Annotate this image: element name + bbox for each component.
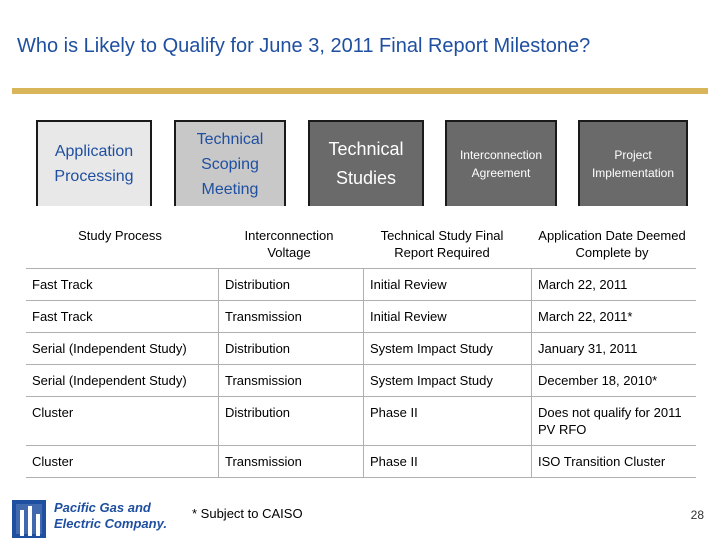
column-header-application-date: Application Date Deemed Complete by [538,228,686,260]
cell-report-required: Phase II [363,445,532,478]
step-label: Technical Studies [328,139,404,188]
table-row: Cluster Distribution Phase II Does not q… [26,396,696,446]
column-header-interconnection-voltage: Interconnection Voltage [244,228,334,260]
cell-report-required: Initial Review [363,268,532,301]
cell-report-required: Phase II [363,396,532,446]
company-name: Pacific Gas and Electric Company. [54,500,167,532]
cell-date: December 18, 2010* [531,364,696,397]
cell-study-process: Serial (Independent Study) [26,332,219,365]
cell-date: ISO Transition Cluster [531,445,696,478]
step-interconnection-agreement: Interconnection Agreement [447,122,555,206]
cell-study-process: Fast Track [26,268,219,301]
cell-voltage: Transmission [218,300,364,333]
company-name-line1: Pacific Gas and [54,500,151,515]
footnote: * Subject to CAISO [192,506,303,521]
step-label: Interconnection Agreement [459,148,543,180]
cell-study-process: Cluster [26,396,219,446]
cell-voltage: Transmission [218,445,364,478]
qualification-table: Fast Track Distribution Initial Review M… [26,268,696,478]
cell-voltage: Distribution [218,332,364,365]
column-header-study-process: Study Process [78,228,162,243]
column-header-final-report-required: Technical Study Final Report Required [380,228,504,260]
step-label: Project Implementation [591,148,675,180]
table-row: Fast Track Distribution Initial Review M… [26,268,696,301]
cell-date: March 22, 2011* [531,300,696,333]
table-row: Fast Track Transmission Initial Review M… [26,300,696,333]
step-application-processing: Application Processing [38,122,150,206]
cell-date: Does not qualify for 2011 PV RFO [531,396,696,446]
cell-study-process: Cluster [26,445,219,478]
cell-report-required: System Impact Study [363,332,532,365]
cell-study-process: Serial (Independent Study) [26,364,219,397]
cell-voltage: Distribution [218,268,364,301]
step-technical-studies: Technical Studies [310,122,422,206]
cell-date: March 22, 2011 [531,268,696,301]
page-number: 28 [690,508,704,522]
table-row: Serial (Independent Study) Transmission … [26,364,696,397]
cell-date: January 31, 2011 [531,332,696,365]
cell-voltage: Distribution [218,396,364,446]
step-label: Application Processing [54,143,134,185]
table-row: Cluster Transmission Phase II ISO Transi… [26,445,696,478]
title-divider [12,88,708,94]
cell-study-process: Fast Track [26,300,219,333]
page-title: Who is Likely to Qualify for June 3, 201… [17,35,591,57]
step-label: Technical Scoping Meeting [196,130,264,198]
cell-report-required: Initial Review [363,300,532,333]
step-project-implementation: Project Implementation [580,122,686,206]
cell-report-required: System Impact Study [363,364,532,397]
table-row: Serial (Independent Study) Distribution … [26,332,696,365]
cell-voltage: Transmission [218,364,364,397]
company-name-line2: Electric Company. [54,516,167,531]
pge-logo-icon [12,500,46,538]
step-technical-scoping-meeting: Technical Scoping Meeting [176,122,284,206]
